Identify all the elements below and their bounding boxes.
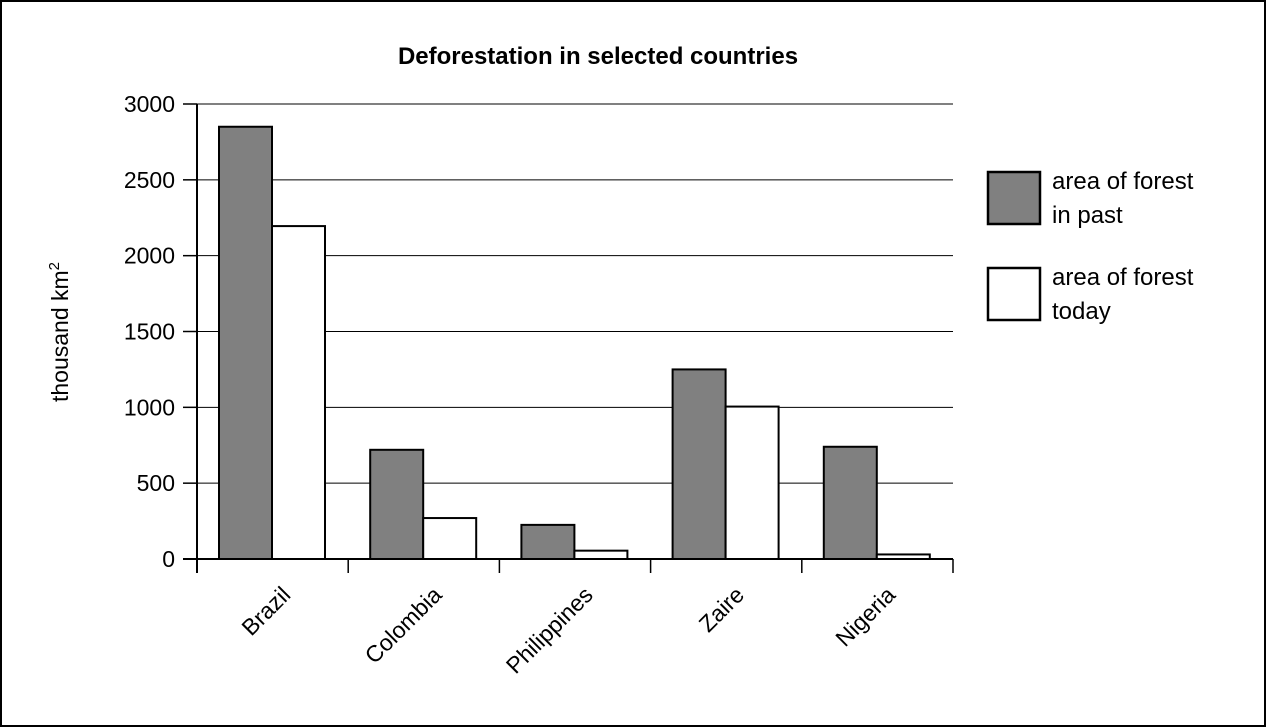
x-tick-label: Nigeria: [830, 581, 900, 651]
x-tick-label: Colombia: [360, 581, 447, 668]
bar-zaire-today: [724, 405, 780, 561]
legend-label: area of forest: [1052, 168, 1194, 195]
x-tick-label: Brazil: [236, 581, 295, 640]
y-tick-label: 1000: [124, 394, 175, 420]
y-axis-ticks: 0 500 1000 1500 2000 2500 3000: [124, 91, 197, 572]
legend-label: in past: [1052, 202, 1123, 229]
x-axis-ticks: Brazil Colombia Philippines Zaire Nigeria: [196, 559, 954, 679]
x-tick-label: Philippines: [501, 581, 598, 678]
legend-swatch-today: [986, 266, 1042, 322]
bar-zaire-past: [671, 368, 727, 560]
bar-brazil-today: [271, 225, 326, 560]
bar-brazil-past: [218, 125, 273, 560]
y-tick-label: 0: [162, 546, 175, 572]
y-tick-label: 500: [137, 470, 175, 496]
bar-colombia-past: [369, 448, 425, 560]
legend: area of forest in past area of forest today: [986, 168, 1194, 325]
bars: [218, 125, 931, 561]
axes: [183, 104, 953, 573]
legend-label: today: [1052, 298, 1111, 325]
y-tick-label: 1500: [124, 319, 175, 345]
y-axis-label-superscript: 2: [46, 262, 63, 270]
y-axis-label-text: thousand km: [47, 270, 73, 402]
legend-swatch-past: [986, 170, 1042, 226]
y-tick-label: 2500: [124, 167, 175, 193]
bar-nigeria-past: [822, 445, 878, 560]
bar-philippines-past: [520, 523, 576, 560]
y-tick-label: 2000: [124, 243, 175, 269]
chart-title: Deforestation in selected countries: [398, 43, 798, 70]
bar-philippines-today: [573, 549, 629, 560]
y-tick-label: 3000: [124, 91, 175, 117]
bar-colombia-today: [422, 517, 478, 560]
x-tick-label: Zaire: [694, 581, 749, 636]
legend-label: area of forest: [1052, 264, 1194, 291]
y-axis-label: thousand km2: [46, 262, 73, 402]
